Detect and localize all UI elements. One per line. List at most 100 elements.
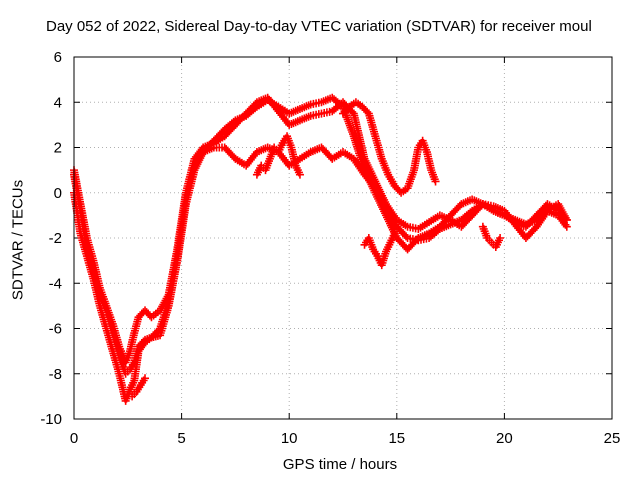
series-marker-trail (255, 97, 270, 110)
series-marker-trail (387, 231, 398, 245)
series-marker-trail (360, 104, 372, 116)
series-marker-trail (222, 122, 238, 139)
series-marker-trail (276, 109, 292, 127)
y-tick-label: 4 (54, 94, 62, 111)
series-marker-trail (492, 236, 503, 249)
series-marker-trail (423, 150, 435, 172)
series-marker-trail (96, 292, 110, 313)
series-marker-trail (371, 134, 386, 161)
series-marker-trail (501, 208, 518, 227)
series-marker-trail (417, 234, 431, 244)
y-tick-label: -8 (49, 366, 62, 383)
series-marker-trail (354, 99, 365, 110)
series-marker-trail (149, 326, 163, 340)
series-track-6 (360, 229, 399, 270)
series-marker-trail (287, 117, 302, 128)
series-marker-trail (127, 378, 138, 392)
series-marker-trail (524, 216, 539, 228)
series-marker-trail (416, 219, 431, 232)
series-track-8 (128, 374, 150, 401)
series-marker-trail (122, 349, 134, 365)
series-marker-trail (448, 201, 464, 218)
series-marker-trail (262, 157, 273, 172)
y-tick-label: -2 (49, 230, 62, 247)
series-marker-trail (201, 144, 216, 156)
series-marker-trail (470, 201, 485, 214)
series-track-5 (252, 132, 304, 179)
series-marker-trail (292, 163, 303, 177)
series-marker-trail (372, 186, 390, 213)
series-marker-trail (513, 216, 528, 228)
x-tick-label: 5 (177, 430, 185, 447)
series-marker-trail (362, 172, 378, 191)
series-marker-trail (309, 110, 323, 120)
data-point (562, 222, 571, 231)
series-marker-trail (399, 185, 410, 196)
series-marker-trail (362, 236, 372, 247)
series-marker-trail (448, 216, 464, 228)
data-point (562, 215, 571, 224)
y-tick-label: 0 (54, 185, 62, 202)
series-marker-trail (143, 334, 154, 344)
series-marker-trail (479, 224, 491, 240)
series-marker-trail (222, 117, 238, 132)
data-point (295, 170, 304, 179)
data-point (496, 234, 505, 242)
data-point (390, 229, 399, 238)
series-marker-trail (127, 360, 137, 371)
y-tick-label: 2 (54, 140, 62, 157)
series-marker-trail (243, 150, 260, 168)
series-marker-trail (330, 149, 345, 162)
series-marker-trail (415, 139, 426, 150)
series-marker-trail (254, 163, 265, 177)
x-tick-label: 20 (496, 430, 513, 447)
y-tick-label: -10 (40, 411, 62, 428)
x-tick-label: 0 (70, 430, 78, 447)
series-marker-trail (406, 234, 420, 244)
series-marker-trail (383, 208, 400, 229)
series-marker-trail (392, 183, 404, 196)
y-tick-label: 6 (54, 49, 62, 66)
series-marker-trail (404, 168, 418, 190)
series-marker-trail (280, 134, 290, 145)
series-marker-trail (138, 376, 148, 387)
y-tick-label: -6 (49, 321, 62, 338)
axis-ticks: 0 5 10 15 20 25 -10 -8 -6 -4 -2 0 2 4 6 (40, 49, 620, 447)
series-marker-trail (320, 107, 334, 117)
series-marker-trail (458, 213, 475, 230)
series-marker-trail (298, 149, 313, 162)
series-marker-trail (350, 111, 368, 161)
series-marker-trail (133, 383, 144, 394)
series-marker-trail (122, 387, 134, 403)
series-marker-trail (142, 308, 154, 320)
series-marker-trail (428, 168, 439, 184)
series-marker-trail (350, 134, 368, 172)
series-marker-trail (182, 163, 198, 202)
series-track-7 (478, 222, 505, 252)
series-marker-trail (340, 104, 352, 116)
series-marker-trail (347, 99, 358, 110)
series-marker-trail (438, 221, 453, 232)
series-marker-trail (149, 308, 162, 320)
chart-title: Day 052 of 2022, Sidereal Day-to-day VTE… (46, 18, 592, 35)
series-marker-trail (459, 196, 474, 208)
series-marker-trail (491, 203, 507, 214)
series-marker-trail (222, 145, 238, 162)
x-tick-label: 15 (388, 430, 405, 447)
series-marker-trail (211, 127, 228, 144)
series-marker-trail (173, 197, 190, 258)
series-marker-trail (136, 337, 148, 349)
data-series (70, 93, 571, 405)
series-marker-trail (136, 308, 148, 320)
series-marker-trail (287, 105, 302, 117)
data-point (141, 374, 150, 383)
series-marker-trail (309, 98, 323, 108)
series-marker-trail (555, 213, 570, 229)
series-marker-trail (330, 95, 346, 110)
series-marker-trail (233, 112, 248, 124)
series-marker-trail (427, 212, 442, 225)
plot-frame (73, 56, 613, 420)
series-marker-trail (523, 224, 540, 241)
data-point (431, 177, 440, 186)
series-marker-trail (276, 104, 291, 117)
